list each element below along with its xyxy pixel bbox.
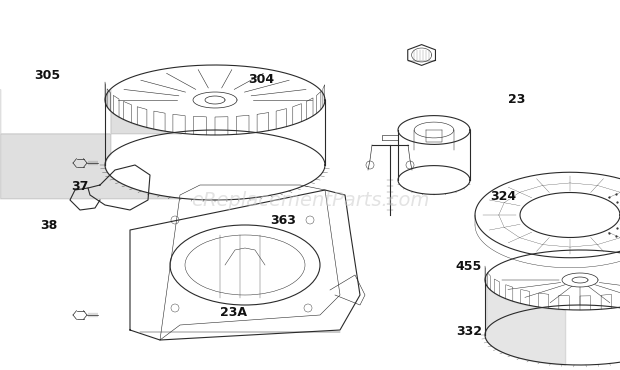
Text: 305: 305 bbox=[34, 69, 60, 83]
Text: 38: 38 bbox=[40, 219, 58, 232]
Text: 324: 324 bbox=[490, 189, 516, 203]
Text: 23A: 23A bbox=[220, 306, 247, 319]
Text: 304: 304 bbox=[248, 73, 274, 86]
Text: 37: 37 bbox=[71, 180, 89, 194]
Text: 332: 332 bbox=[456, 324, 482, 338]
Text: 23: 23 bbox=[508, 93, 526, 107]
Text: 363: 363 bbox=[270, 213, 296, 227]
Text: 455: 455 bbox=[456, 260, 482, 273]
Text: eReplacementParts.com: eReplacementParts.com bbox=[191, 191, 429, 209]
